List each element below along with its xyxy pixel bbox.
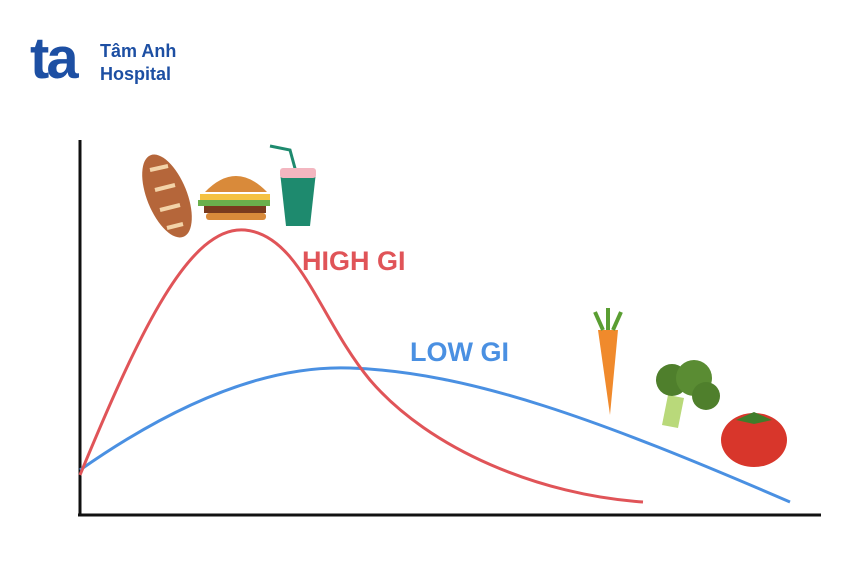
logo: ta Tâm Anh Hospital [30,26,176,91]
tomato-icon [721,412,787,467]
high-gi-label: HIGH GI [302,246,406,276]
low-gi-curve [79,366,791,504]
low-gi-label: LOW GI [410,337,509,367]
broccoli-icon [656,360,720,428]
logo-mark: ta [30,26,79,91]
bread-icon [142,154,192,238]
carrot-icon [593,308,623,415]
logo-subname: Hospital [100,64,171,84]
logo-name: Tâm Anh [100,41,176,61]
drink-icon [269,144,316,226]
burger-icon [198,176,270,220]
high-gi-curve [78,228,644,504]
